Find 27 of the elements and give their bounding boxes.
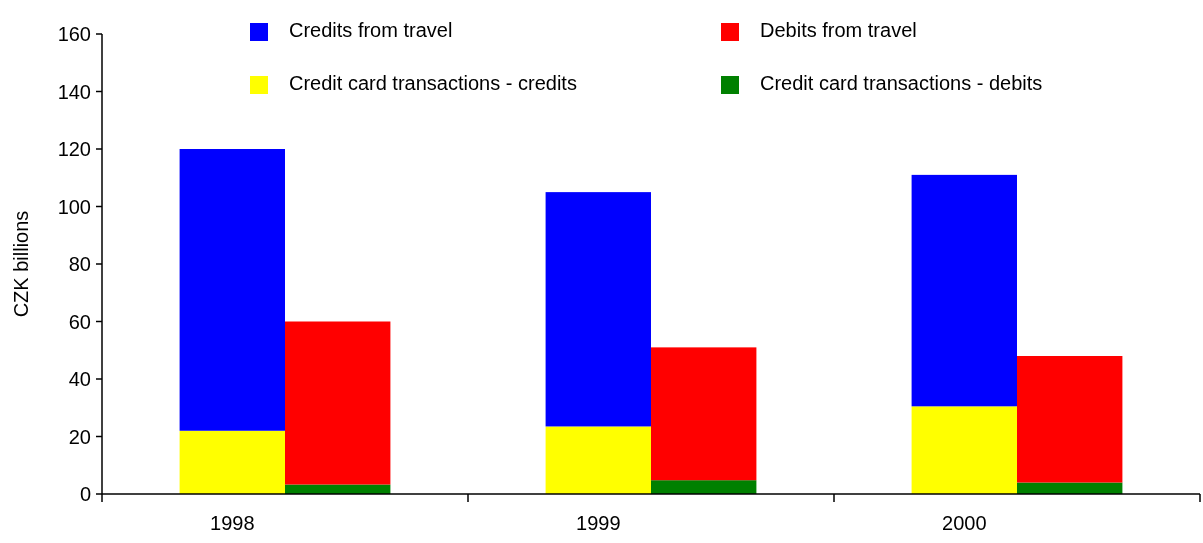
bar: [651, 347, 757, 481]
bar: [911, 406, 1017, 494]
legend-label: Debits from travel: [760, 19, 917, 41]
y-tick-label: 160: [57, 23, 91, 45]
x-tick-label: 2000: [942, 512, 987, 534]
bar: [285, 321, 391, 485]
y-tick-label: 0: [79, 483, 91, 505]
bar: [545, 192, 651, 427]
legend-label: Credit card transactions - credits: [289, 72, 577, 94]
bar: [1017, 356, 1123, 483]
bar: [651, 480, 757, 494]
y-tick-label: 100: [57, 195, 91, 218]
y-tick-label: 80: [68, 253, 91, 275]
legend-label: Credit card transactions - debits: [760, 72, 1043, 94]
y-tick-label: 140: [57, 80, 91, 103]
y-tick-label: 40: [68, 368, 91, 390]
y-axis-title: CZK billions: [10, 210, 32, 318]
y-tick-label: 20: [68, 425, 91, 448]
bar: [179, 430, 285, 494]
x-tick-label: 1998: [210, 512, 255, 534]
x-tick-label: 1999: [576, 512, 621, 534]
bar: [545, 426, 651, 494]
bar: [911, 174, 1017, 407]
legend-label: Credits from travel: [289, 19, 453, 41]
y-tick-label: 120: [57, 138, 91, 160]
bar: [179, 149, 285, 431]
y-tick-label: 60: [68, 310, 91, 333]
